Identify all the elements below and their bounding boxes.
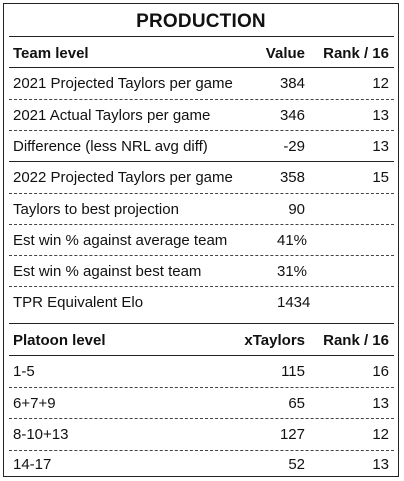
row-value: 41%	[277, 232, 308, 249]
table-row: 2022 Projected Taylors per game 358 15	[9, 162, 393, 193]
row-label: TPR Equivalent Elo	[13, 294, 144, 311]
table-row: Est win % against best team 31%	[9, 256, 393, 287]
table-row: 2021 Actual Taylors per game 346 13	[9, 100, 393, 131]
row-label: Est win % against average team	[13, 232, 228, 249]
row-value: -29	[283, 138, 305, 155]
row-value: 346	[279, 107, 305, 124]
table-title: PRODUCTION	[136, 11, 266, 32]
row-rank: 13	[372, 138, 389, 155]
row-rank: 13	[372, 456, 389, 473]
divider	[9, 323, 394, 324]
platoon-header-label: Platoon level	[13, 332, 106, 349]
production-table: PRODUCTION Team level Value Rank / 16 20…	[3, 3, 399, 477]
table-row: 6+7+9 65 13	[9, 388, 393, 419]
divider	[9, 224, 394, 225]
row-label: 6+7+9	[13, 395, 56, 412]
divider	[9, 387, 394, 388]
divider	[9, 99, 394, 100]
row-rank: 16	[372, 363, 389, 380]
row-rank: 12	[372, 426, 389, 443]
table-row: 8-10+13 127 12	[9, 419, 393, 450]
divider	[9, 418, 394, 419]
table-row: Est win % against average team 41%	[9, 225, 393, 256]
row-rank: 13	[372, 107, 389, 124]
row-rank: 15	[372, 169, 389, 186]
table-row: 1-5 115 16	[9, 356, 393, 387]
table-row: TPR Equivalent Elo 1434	[9, 287, 393, 318]
row-label: 1-5	[13, 363, 35, 380]
row-rank: 12	[372, 75, 389, 92]
row-value: 31%	[277, 263, 308, 280]
row-value: 52	[288, 456, 305, 473]
row-label: Difference (less NRL avg diff)	[13, 138, 208, 155]
divider	[9, 450, 394, 451]
row-rank: 13	[372, 395, 389, 412]
row-value: 65	[288, 395, 305, 412]
table-row: 2021 Projected Taylors per game 384 12	[9, 68, 393, 99]
divider	[9, 255, 394, 256]
row-label: 8-10+13	[13, 426, 69, 443]
row-value: 358	[279, 169, 305, 186]
divider	[9, 67, 394, 68]
team-header-rank: Rank / 16	[323, 45, 389, 62]
divider	[9, 36, 394, 37]
platoon-header-row: Platoon level xTaylors Rank / 16	[9, 325, 393, 356]
row-label: 2021 Actual Taylors per game	[13, 107, 211, 124]
row-value: 127	[279, 426, 305, 443]
row-value: 115	[281, 363, 305, 380]
divider	[9, 130, 394, 131]
divider	[9, 193, 394, 194]
table-row: Difference (less NRL avg diff) -29 13	[9, 131, 393, 162]
divider	[9, 161, 394, 162]
row-value: 90	[288, 201, 305, 218]
row-label: 2021 Projected Taylors per game	[13, 75, 233, 92]
team-header-value: Value	[265, 45, 305, 62]
row-label: 2022 Projected Taylors per game	[13, 169, 233, 186]
team-header-row: Team level Value Rank / 16	[9, 38, 393, 69]
row-value: 384	[279, 75, 305, 92]
team-header-label: Team level	[13, 45, 89, 62]
row-value: 1434	[277, 294, 311, 311]
table-row: Taylors to best projection 90	[9, 194, 393, 225]
platoon-header-value: xTaylors	[244, 332, 305, 349]
row-label: Est win % against best team	[13, 263, 202, 280]
row-label: 14-17	[13, 456, 52, 473]
divider	[9, 286, 394, 287]
divider	[9, 355, 394, 356]
table-row: 14-17 52 13	[9, 449, 393, 480]
platoon-header-rank: Rank / 16	[323, 332, 389, 349]
row-label: Taylors to best projection	[13, 201, 179, 218]
